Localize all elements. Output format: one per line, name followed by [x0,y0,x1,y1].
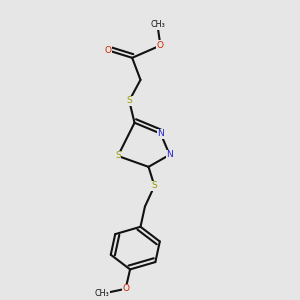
Text: N: N [166,150,173,159]
Text: CH₃: CH₃ [150,20,165,29]
Text: S: S [126,96,132,105]
Text: S: S [115,152,121,160]
Text: O: O [122,284,129,293]
Text: CH₃: CH₃ [94,289,109,298]
Text: S: S [152,182,157,190]
Text: O: O [105,46,112,55]
Text: O: O [157,41,164,50]
Text: N: N [157,129,164,138]
